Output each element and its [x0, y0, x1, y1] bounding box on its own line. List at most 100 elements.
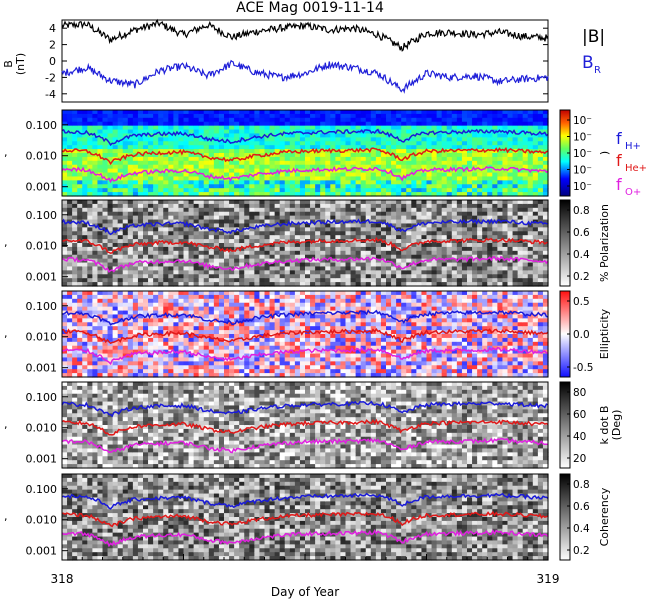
spectrogram-cell	[234, 239, 240, 244]
spectrogram-cell	[497, 176, 504, 181]
spectrogram-cell	[198, 215, 205, 221]
spectrogram-cell	[148, 262, 154, 268]
spectrogram-cell	[391, 129, 397, 135]
spectrogram-cell	[522, 274, 529, 279]
spectrogram-cell	[431, 246, 438, 252]
spectrogram-cell	[183, 246, 190, 252]
spectrogram-cell	[335, 168, 342, 174]
spectrogram-cell	[279, 117, 286, 123]
spectrogram-cell	[264, 110, 271, 115]
spectrogram-cell	[193, 129, 200, 135]
spectrogram-cell	[234, 110, 240, 115]
spectrogram-cell	[143, 184, 149, 189]
spectrogram-cell	[456, 160, 463, 166]
spectrogram-cell	[477, 188, 483, 193]
spectrogram-cell	[102, 365, 109, 370]
spectrogram-cell	[305, 153, 311, 158]
spectrogram-cell	[365, 223, 372, 228]
spectrogram-cell	[132, 192, 139, 197]
spectrogram-cell	[421, 172, 428, 178]
spectrogram-cell	[340, 168, 347, 174]
spectrogram-cell	[461, 282, 468, 287]
spectrogram-cell	[375, 184, 382, 189]
spectrogram-cell	[492, 180, 498, 185]
spectrogram-cell	[82, 365, 88, 370]
spectrogram-cell	[122, 239, 129, 244]
spectrogram-cell	[168, 121, 174, 127]
spectrogram-cell	[183, 373, 190, 378]
spectrogram-cell	[396, 231, 402, 236]
spectrogram-cell	[345, 258, 352, 264]
spectrogram-cell	[386, 149, 392, 154]
spectrogram-cell	[193, 141, 200, 146]
spectrogram-cell	[411, 227, 417, 232]
spectrogram-cell	[537, 153, 544, 158]
spectrogram-cell	[208, 121, 215, 127]
spectrogram-cell	[193, 231, 200, 236]
spectrogram-cell	[451, 188, 458, 193]
spectrogram-cell	[173, 125, 180, 131]
spectrogram-cell	[482, 137, 488, 142]
spectrogram-cell	[537, 188, 544, 193]
spectrogram-cell	[426, 153, 433, 158]
spectrogram-cell	[305, 231, 311, 236]
spectrogram-cell	[213, 203, 220, 209]
spectrogram-cell	[310, 282, 316, 287]
spectrogram-cell	[502, 203, 509, 209]
spectrogram-cell	[107, 326, 114, 331]
spectrogram-cell	[532, 200, 539, 205]
spectrogram-cell	[512, 121, 519, 127]
spectrogram-cell	[203, 250, 210, 256]
spectrogram-cell	[218, 180, 225, 185]
spectrogram-cell	[527, 274, 534, 279]
spectrogram-cell	[168, 369, 174, 374]
spectrogram-cell	[461, 176, 468, 181]
spectrogram-cell	[411, 141, 417, 146]
spectrogram-cell	[487, 153, 493, 158]
spectrogram-cell	[254, 219, 261, 225]
spectrogram-cell	[522, 180, 529, 185]
spectrogram-cell	[537, 141, 544, 146]
spectrogram-cell	[456, 141, 463, 146]
spectrogram-cell	[148, 129, 154, 135]
spectrogram-cell	[259, 231, 266, 236]
spectrogram-cell	[365, 266, 372, 271]
spectrogram-cell	[213, 353, 220, 359]
spectrogram-cell	[416, 200, 423, 205]
spectrogram-cell	[97, 250, 104, 256]
spectrogram-cell	[320, 200, 326, 205]
spectrogram-cell	[542, 141, 549, 146]
spectrogram-cell	[132, 121, 139, 127]
spectrogram-cell	[148, 164, 154, 170]
spectrogram-cell	[406, 129, 412, 135]
spectrogram-cell	[244, 239, 250, 244]
spectrogram-cell	[117, 113, 124, 119]
spectrogram-cell	[456, 246, 463, 252]
spectrogram-cell	[117, 180, 124, 185]
spectrogram-cell	[294, 141, 301, 146]
spectrogram-cell	[72, 113, 78, 119]
spectrogram-cell	[391, 145, 397, 150]
spectrogram-cell	[340, 188, 347, 193]
spectrogram-cell	[239, 172, 245, 178]
spectrogram-cell	[148, 117, 154, 123]
spectrogram-cell	[345, 231, 352, 236]
spectrogram-cell	[208, 184, 215, 189]
spectrogram-cell	[380, 278, 387, 283]
spectrogram-cell	[72, 326, 78, 331]
spectrogram-cell	[224, 270, 230, 275]
spectrogram-cell	[107, 310, 114, 316]
spectrogram-cell	[391, 219, 397, 225]
spectrogram-cell	[325, 215, 331, 221]
spectrogram-cell	[178, 129, 185, 135]
spectrogram-cell	[127, 349, 134, 355]
spectrogram-cell	[117, 294, 124, 300]
spectrogram-cell	[467, 156, 473, 162]
spectrogram-cell	[143, 235, 149, 240]
freq-tick-label: 0.010	[26, 150, 58, 163]
spectrogram-cell	[370, 227, 377, 232]
spectrogram-cell	[340, 231, 347, 236]
spectrogram-cell	[406, 207, 412, 213]
spectrogram-cell	[168, 141, 174, 146]
spectrogram-cell	[77, 188, 83, 193]
